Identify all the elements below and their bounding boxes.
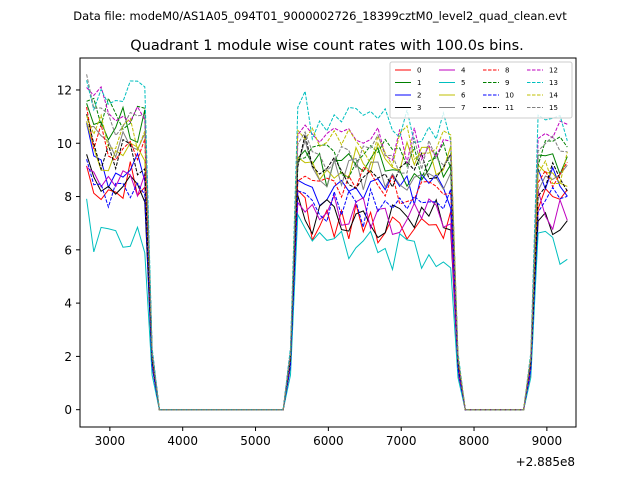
legend-label-10: 10 (505, 92, 514, 100)
x-tick-label: 4000 (167, 434, 198, 448)
y-tick-label: 6 (64, 243, 72, 257)
legend-frame (389, 61, 573, 119)
series-line-14 (86, 113, 568, 411)
series-line-2 (86, 122, 568, 411)
legend-label-6: 6 (461, 92, 466, 100)
y-axis: 0 2 4 6 8 10 12 (57, 83, 80, 417)
series-line-15 (86, 74, 568, 411)
legend-label-4: 4 (461, 67, 466, 75)
x-offset-label: +2.885e8 (516, 455, 575, 469)
series-line-10 (86, 159, 568, 411)
legend-label-2: 2 (417, 92, 421, 100)
legend-label-7: 7 (461, 104, 465, 112)
legend-label-3: 3 (417, 104, 421, 112)
x-axis: 3000 4000 5000 6000 7000 8000 9000 (95, 427, 563, 448)
x-tick-label: 8000 (459, 434, 490, 448)
legend-label-1: 1 (417, 79, 421, 87)
series-line-4 (86, 166, 568, 411)
legend-label-15: 15 (549, 104, 558, 112)
y-tick-label: 10 (57, 137, 72, 151)
y-tick-label: 12 (57, 83, 72, 97)
series-line-11 (86, 114, 568, 411)
legend-label-11: 11 (505, 104, 514, 112)
x-tick-label: 6000 (313, 434, 344, 448)
x-tick-label: 5000 (240, 434, 271, 448)
y-tick-label: 4 (64, 297, 72, 311)
plot-lines (86, 74, 568, 411)
legend-label-5: 5 (461, 79, 465, 87)
x-tick-label: 7000 (386, 434, 417, 448)
y-tick-label: 2 (64, 350, 72, 364)
series-line-8 (86, 106, 568, 411)
series-line-9 (86, 96, 568, 411)
series-line-1 (86, 103, 568, 411)
legend-label-0: 0 (417, 67, 421, 75)
legend-label-12: 12 (549, 67, 558, 75)
x-tick-label: 3000 (95, 434, 126, 448)
x-tick-label: 9000 (532, 434, 563, 448)
y-tick-label: 0 (64, 403, 72, 417)
series-line-13 (86, 80, 568, 411)
legend-label-14: 14 (549, 92, 558, 100)
series-line-3 (86, 154, 568, 411)
series-line-5 (86, 198, 568, 411)
series-line-6 (86, 121, 568, 411)
y-tick-label: 8 (64, 190, 72, 204)
figure-suptitle: Data file: modeM0/AS1A05_094T01_90000027… (73, 9, 567, 23)
legend-label-13: 13 (549, 79, 558, 87)
chart-title: Quadrant 1 module wise count rates with … (130, 38, 524, 54)
series-line-12 (86, 85, 568, 411)
legend-label-9: 9 (505, 79, 509, 87)
legend-label-8: 8 (505, 67, 509, 75)
